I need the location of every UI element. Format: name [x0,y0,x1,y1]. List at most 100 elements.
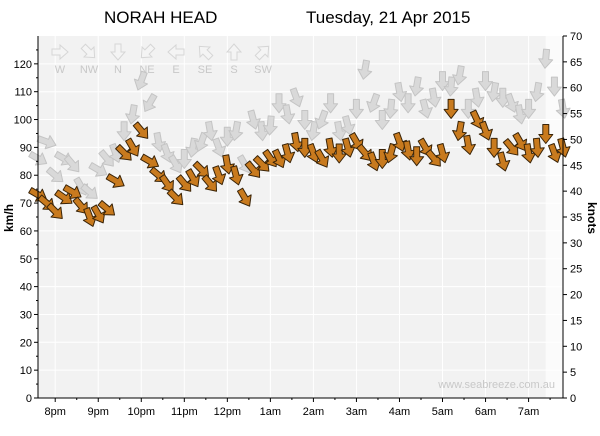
wind-arrow-icon [305,120,321,142]
series-layer [28,48,571,227]
y-tick-label: 20 [20,337,32,349]
chart-title: NORAH HEAD [104,8,217,27]
direction-arrow-icon [167,43,185,61]
wind-arrow-icon [90,204,106,224]
wind-arrow-icon [521,98,537,119]
y-tick-label: 80 [20,170,32,182]
wind-arrow-icon [392,81,408,103]
y2-tick-label: 45 [570,160,582,172]
wind-arrow-icon [495,151,511,172]
direction-arrow-icon [51,43,69,61]
wind-arrow-icon [340,115,356,136]
wind-arrow-icon [142,93,158,112]
wind-arrow-icon [244,160,261,178]
plot-background-light [545,36,563,398]
wind-arrow-icon [125,137,140,157]
y2-tick-label: 65 [570,57,582,69]
x-tick-label: 5am [432,406,453,418]
y2-tick-label: 50 [570,134,582,146]
direction-label: NW [80,64,99,76]
wind-arrow-icon [211,137,227,158]
wind-arrow-icon [192,160,210,178]
y-tick-label: 110 [14,87,32,99]
wind-arrow-icon [443,76,459,97]
wind-arrow-icon [97,200,116,216]
direction-label: W [55,64,66,76]
x-tick-label: 9pm [88,406,109,418]
direction-label: SE [198,64,213,76]
y2-tick-label: 35 [570,212,582,224]
wind-arrow-icon [280,143,296,164]
x-tick-label: 8pm [45,406,66,418]
y-tick-label: 50 [20,254,32,266]
y2-tick-label: 0 [570,393,576,405]
wind-arrow-icon [116,121,132,142]
x-tick-label: 2am [303,406,324,418]
x-tick-label: 4am [389,406,410,418]
y-axis-ticks: 0 10 20 30 40 50 60 70 80 90 100 110 120 [14,49,38,405]
wind-arrow-icon [426,87,442,108]
direction-arrow-icon [109,43,127,61]
direction-label: E [172,64,179,76]
y2-tick-label: 40 [570,186,582,198]
wind-arrow-icon [237,187,252,207]
x-tick-label: 7am [518,406,539,418]
wind-arrow-icon [538,48,554,69]
y-axis-label: km/h [2,204,16,232]
wind-arrow-icon [246,109,261,130]
wind-arrow-icon [314,148,330,168]
wind-arrow-icon [357,59,373,80]
wind-arrow-icon [228,120,244,142]
wind-arrow-icon [452,120,467,142]
wind-arrow-icon [546,76,562,97]
y2-tick-label: 20 [570,290,582,302]
wind-arrow-icon [504,92,519,113]
wind-arrow-icon [409,76,424,97]
wind-arrow-icon [400,93,416,114]
y-tick-label: 40 [20,282,32,294]
plot-background [38,36,546,398]
y-tick-label: 60 [20,226,32,238]
wind-arrow-icon [486,137,502,158]
direction-label: N [114,64,122,76]
x-tick-label: 11pm [171,406,198,418]
wind-arrow-icon [46,202,63,219]
wind-arrow-icon [469,87,485,108]
wind-arrow-icon [435,143,451,164]
x-axis-ticks: 8pm 9pm 10pm 11pm 12pm 1am 2am 3am 4am 5am 6am 7am [45,398,551,418]
direction-label: S [230,64,237,76]
wind-arrow-icon [228,165,244,186]
y2-tick-label: 10 [570,341,582,353]
direction-arrow-icon [140,43,156,59]
series-average [28,98,571,227]
y-tick-label: 30 [20,309,32,321]
wind-arrow-icon [502,138,519,156]
series-gust [28,48,571,199]
wind-arrow-icon [452,65,467,86]
y-tick-label: 120 [14,59,32,71]
y2-tick-label: 70 [570,31,582,43]
x-tick-label: 1am [260,406,281,418]
wind-arrow-icon [443,98,459,119]
wind-arrow-icon [529,81,545,103]
y2-tick-label: 55 [570,109,582,121]
direction-arrow-icon [225,43,243,61]
wind-arrow-icon [271,93,287,114]
wind-arrow-icon [175,174,192,192]
wind-arrow-icon [374,110,390,130]
wind-arrow-icon [409,146,425,167]
y2-tick-label: 5 [570,367,576,379]
wind-arrow-icon [418,98,433,119]
wind-arrow-icon [356,143,372,162]
wind-arrow-icon [392,131,407,152]
y-tick-label: 100 [14,115,32,127]
y2-tick-label: 25 [570,264,582,276]
y2-axis-label: knots [585,202,599,234]
watermark: www.seabreeze.com.au [437,379,555,391]
wind-arrow-icon [166,188,184,206]
y-tick-label: 0 [26,393,32,405]
wind-arrow-icon [529,137,545,158]
wind-arrow-icon [323,93,339,114]
direction-arrow-icon [80,43,96,59]
